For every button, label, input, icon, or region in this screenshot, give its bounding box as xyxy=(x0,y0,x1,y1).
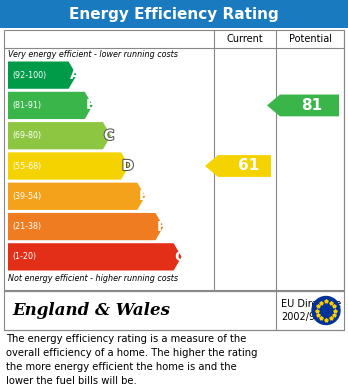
Polygon shape xyxy=(8,152,129,179)
Polygon shape xyxy=(8,122,111,149)
Text: England & Wales: England & Wales xyxy=(12,302,170,319)
Text: Not energy efficient - higher running costs: Not energy efficient - higher running co… xyxy=(8,274,178,283)
Text: A: A xyxy=(70,68,80,82)
Polygon shape xyxy=(8,183,145,210)
Text: 61: 61 xyxy=(238,158,260,174)
Bar xyxy=(4,30,344,290)
Polygon shape xyxy=(8,61,77,89)
Text: EU Directive
2002/91/EC: EU Directive 2002/91/EC xyxy=(281,299,341,322)
Text: Potential: Potential xyxy=(288,34,332,44)
Text: B: B xyxy=(86,99,96,113)
Bar xyxy=(0,0,348,28)
Polygon shape xyxy=(205,155,271,177)
Text: (81-91): (81-91) xyxy=(12,101,41,110)
Text: G: G xyxy=(175,250,186,264)
Text: (39-54): (39-54) xyxy=(12,192,41,201)
Polygon shape xyxy=(267,95,339,117)
Polygon shape xyxy=(8,243,182,271)
Text: 81: 81 xyxy=(301,98,323,113)
Bar xyxy=(4,291,344,330)
Text: D: D xyxy=(122,159,134,173)
Text: The energy efficiency rating is a measure of the
overall efficiency of a home. T: The energy efficiency rating is a measur… xyxy=(6,334,258,386)
Text: Current: Current xyxy=(227,34,263,44)
Circle shape xyxy=(312,296,340,325)
Text: C: C xyxy=(104,129,114,143)
Text: Energy Efficiency Rating: Energy Efficiency Rating xyxy=(69,7,279,22)
Text: Very energy efficient - lower running costs: Very energy efficient - lower running co… xyxy=(8,50,178,59)
Text: (92-100): (92-100) xyxy=(12,71,46,80)
Text: E: E xyxy=(138,189,148,203)
Polygon shape xyxy=(8,92,93,119)
Text: (1-20): (1-20) xyxy=(12,252,36,261)
Polygon shape xyxy=(8,213,164,240)
Text: (21-38): (21-38) xyxy=(12,222,41,231)
Text: (69-80): (69-80) xyxy=(12,131,41,140)
Text: F: F xyxy=(157,220,166,233)
Text: (55-68): (55-68) xyxy=(12,161,41,170)
